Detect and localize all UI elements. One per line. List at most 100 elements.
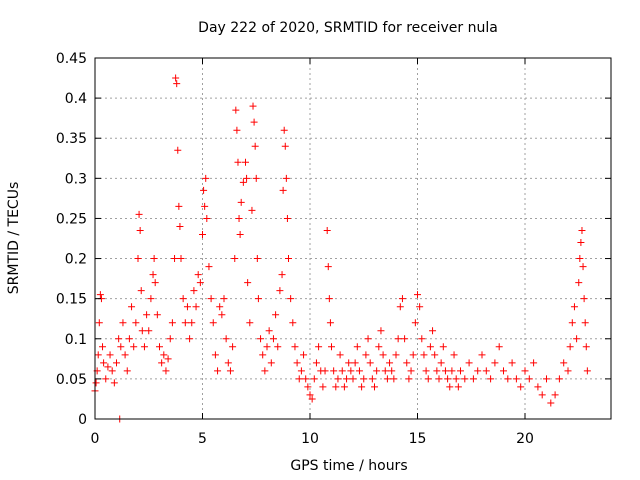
data-point: [353, 343, 361, 351]
data-point: [186, 335, 194, 343]
data-point: [196, 279, 204, 287]
y-tick-label: 0.35: [56, 131, 87, 147]
data-point: [396, 303, 404, 311]
data-point: [482, 367, 490, 375]
data-point: [140, 343, 148, 351]
data-point: [222, 335, 230, 343]
data-point: [134, 255, 142, 263]
y-tick-label: 0.3: [65, 171, 87, 187]
y-tick-label: 0.4: [65, 91, 87, 107]
data-point: [422, 367, 430, 375]
data-point: [373, 367, 381, 375]
data-point: [521, 367, 529, 375]
data-point: [272, 311, 280, 319]
data-point: [175, 202, 183, 210]
data-point: [576, 255, 584, 263]
data-point: [172, 74, 180, 82]
data-point: [349, 375, 357, 383]
data-point: [135, 210, 143, 218]
data-point: [162, 367, 170, 375]
data-point: [200, 186, 208, 194]
data-point: [315, 343, 323, 351]
data-point: [280, 126, 288, 134]
data-point: [538, 391, 546, 399]
data-point: [324, 263, 332, 271]
data-point: [291, 343, 299, 351]
data-point: [179, 295, 187, 303]
data-point: [190, 287, 198, 295]
data-point: [551, 391, 559, 399]
data-point: [171, 255, 179, 263]
data-point: [276, 287, 284, 295]
data-point: [295, 375, 303, 383]
data-point: [278, 271, 286, 279]
data-point: [564, 367, 572, 375]
data-point: [239, 178, 247, 186]
data-point: [192, 303, 200, 311]
data-point: [525, 375, 533, 383]
data-point: [347, 367, 355, 375]
data-point: [461, 375, 469, 383]
data-point: [201, 202, 209, 210]
data-point: [407, 367, 415, 375]
data-point: [149, 271, 157, 279]
data-point: [560, 359, 568, 367]
data-point: [207, 295, 215, 303]
data-point: [578, 226, 586, 234]
data-point: [512, 375, 520, 383]
data-point: [302, 375, 310, 383]
data-point: [117, 343, 125, 351]
data-point: [231, 255, 239, 263]
data-point: [244, 279, 252, 287]
data-point: [237, 198, 245, 206]
data-point: [232, 106, 240, 114]
data-point: [130, 343, 138, 351]
data-point: [246, 319, 254, 327]
data-point: [345, 359, 353, 367]
data-point: [283, 214, 291, 222]
data-point: [403, 359, 411, 367]
data-point: [474, 367, 482, 375]
data-point: [388, 367, 396, 375]
data-point: [495, 343, 503, 351]
data-point: [174, 146, 182, 154]
data-point: [279, 186, 287, 194]
data-point: [579, 263, 587, 271]
data-point: [176, 222, 184, 230]
data-point: [409, 351, 417, 359]
data-point: [441, 367, 449, 375]
data-point: [491, 359, 499, 367]
data-point: [580, 295, 588, 303]
data-point: [332, 383, 340, 391]
data-point: [414, 291, 421, 299]
data-point: [281, 142, 289, 150]
data-point: [96, 291, 104, 299]
data-point: [568, 319, 576, 327]
data-point: [209, 319, 217, 327]
data-point: [368, 375, 376, 383]
data-point: [319, 383, 327, 391]
data-point: [321, 367, 329, 375]
data-point: [249, 102, 257, 110]
data-point: [95, 319, 103, 327]
data-point: [386, 359, 394, 367]
data-point: [233, 126, 241, 134]
data-point: [104, 363, 112, 371]
data-point: [366, 359, 374, 367]
data-point: [115, 335, 123, 343]
data-point: [269, 335, 277, 343]
data-point: [274, 343, 282, 351]
data-point: [457, 367, 464, 375]
data-point: [312, 359, 320, 367]
data-point: [153, 311, 161, 319]
data-point: [132, 319, 140, 327]
y-tick-label: 0.45: [56, 51, 87, 67]
data-point: [263, 343, 271, 351]
data-point: [253, 255, 261, 263]
data-point: [226, 367, 234, 375]
y-tick-label: 0.05: [56, 372, 87, 388]
data-point: [168, 319, 176, 327]
data-point: [429, 327, 437, 335]
data-point: [424, 375, 432, 383]
data-point: [285, 255, 292, 263]
